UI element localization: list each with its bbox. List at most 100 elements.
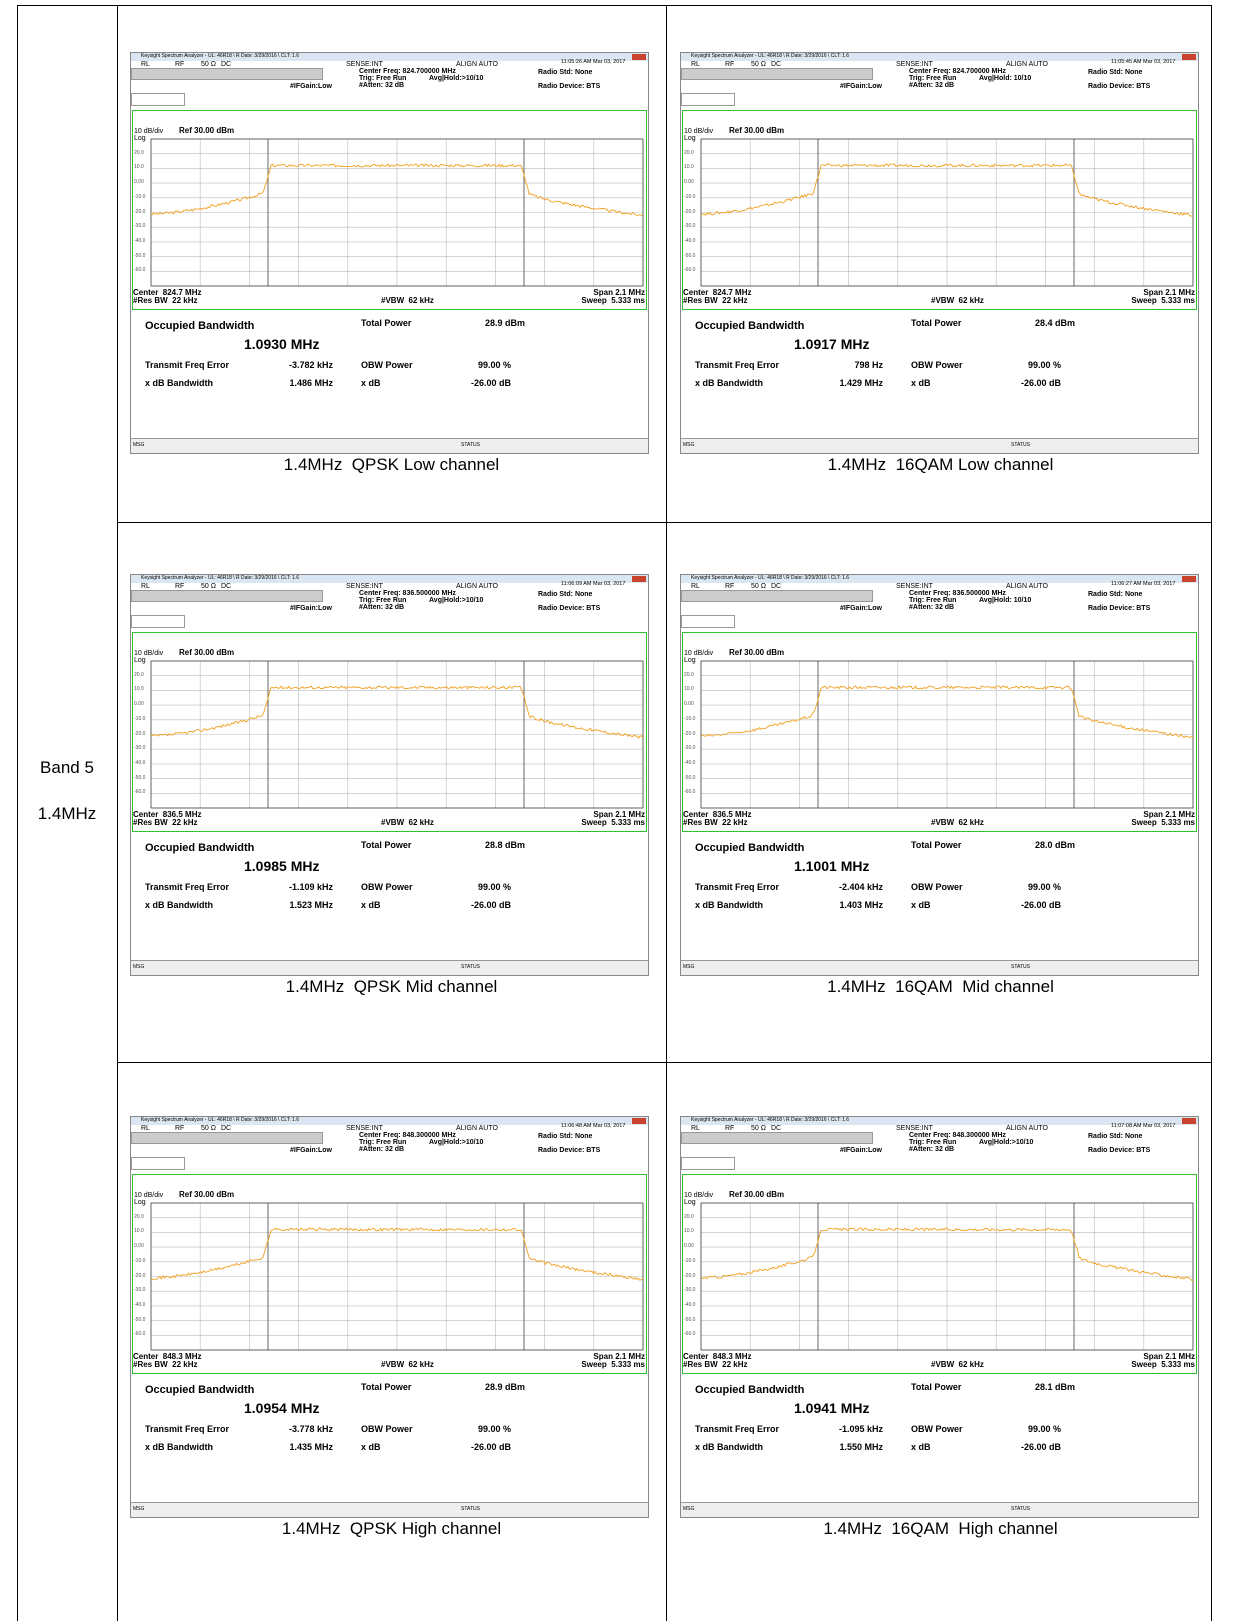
total-power-label: Total Power	[911, 319, 961, 328]
xdb-bw-value: 1.523 MHz	[271, 901, 333, 910]
y-label: -30.0	[684, 746, 695, 751]
freq-error-label: Transmit Freq Error	[145, 361, 229, 370]
obw-power-label: OBW Power	[911, 1425, 963, 1434]
res-bw: #Res BW 22 kHz	[683, 819, 747, 827]
msg: MSG	[133, 965, 144, 970]
y-label: -50.0	[134, 776, 145, 781]
spectrum-plot	[131, 575, 649, 976]
y-label: -50.0	[684, 776, 695, 781]
caption: 1.4MHz 16QAM Mid channel	[666, 977, 1215, 997]
y-label: 10.0	[134, 687, 144, 692]
total-power-label: Total Power	[361, 1383, 411, 1392]
analyzer-screenshot: Keysight Spectrum Analyzer - UL: 46R18 \…	[680, 1116, 1199, 1518]
occupied-bw-value: 1.0985 MHz	[244, 859, 319, 873]
status: STATUS	[1011, 965, 1030, 970]
y-label: 0.00	[684, 702, 694, 707]
y-label: -30.0	[134, 1288, 145, 1293]
y-label: -10.0	[684, 195, 695, 200]
status: STATUS	[461, 1507, 480, 1512]
y-label: 0.00	[684, 1244, 694, 1249]
y-label: -20.0	[134, 1274, 145, 1279]
obw-power-label: OBW Power	[361, 1425, 413, 1434]
analyzer-screenshot: Keysight Spectrum Analyzer - UL: 46R18 \…	[130, 574, 649, 976]
y-label: -10.0	[134, 1259, 145, 1264]
y-label: -10.0	[684, 717, 695, 722]
xdb-bw-label: x dB Bandwidth	[145, 901, 213, 910]
spectrum-plot	[681, 575, 1199, 976]
occupied-bw-label: Occupied Bandwidth	[145, 843, 254, 854]
xdb-bw-value: 1.403 MHz	[821, 901, 883, 910]
y-label: -50.0	[134, 1318, 145, 1323]
xdb-value: -26.00 dB	[451, 901, 511, 910]
occupied-bw-label: Occupied Bandwidth	[145, 1385, 254, 1396]
sweep: Sweep 5.333 ms	[1115, 819, 1195, 827]
xdb-label: x dB	[911, 901, 931, 910]
freq-error-label: Transmit Freq Error	[145, 883, 229, 892]
xdb-bw-value: 1.486 MHz	[271, 379, 333, 388]
y-label: 0.00	[134, 180, 144, 185]
msg: MSG	[683, 443, 694, 448]
band-name: Band 5	[17, 758, 117, 778]
table-border	[17, 5, 1212, 6]
y-label: 10.0	[684, 165, 694, 170]
page: Band 5 1.4MHz Keysight Spectrum Analyzer…	[0, 0, 1251, 1621]
y-label: -10.0	[134, 195, 145, 200]
msg: MSG	[683, 965, 694, 970]
xdb-label: x dB	[361, 1443, 381, 1452]
xdb-value: -26.00 dB	[451, 379, 511, 388]
obw-power-label: OBW Power	[911, 883, 963, 892]
table-border	[117, 522, 1212, 523]
total-power-value: 28.9 dBm	[485, 319, 525, 328]
xdb-label: x dB	[361, 901, 381, 910]
xdb-value: -26.00 dB	[451, 1443, 511, 1452]
status: STATUS	[461, 965, 480, 970]
y-label: -40.0	[684, 1303, 695, 1308]
sweep: Sweep 5.333 ms	[565, 1361, 645, 1369]
vbw: #VBW 62 kHz	[381, 819, 434, 827]
y-label: -20.0	[684, 210, 695, 215]
status: STATUS	[461, 443, 480, 448]
y-label: -40.0	[134, 239, 145, 244]
sweep: Sweep 5.333 ms	[565, 297, 645, 305]
freq-error-label: Transmit Freq Error	[145, 1425, 229, 1434]
xdb-bw-label: x dB Bandwidth	[695, 901, 763, 910]
analyzer-screenshot: Keysight Spectrum Analyzer - UL: 46R18 \…	[130, 1116, 649, 1518]
y-label: -50.0	[684, 1318, 695, 1323]
table-border	[666, 5, 667, 1621]
vbw: #VBW 62 kHz	[381, 1361, 434, 1369]
y-label: -30.0	[684, 1288, 695, 1293]
msg: MSG	[133, 443, 144, 448]
y-label: 10.0	[684, 1229, 694, 1234]
xdb-bw-value: 1.435 MHz	[271, 1443, 333, 1452]
y-label: -40.0	[134, 761, 145, 766]
xdb-bw-value: 1.550 MHz	[821, 1443, 883, 1452]
table-border	[117, 1062, 1212, 1063]
y-label: -10.0	[684, 1259, 695, 1264]
occupied-bw-label: Occupied Bandwidth	[695, 321, 804, 332]
y-label: -20.0	[684, 732, 695, 737]
sweep: Sweep 5.333 ms	[1115, 297, 1195, 305]
freq-error-value: -3.782 kHz	[271, 361, 333, 370]
total-power-label: Total Power	[911, 841, 961, 850]
obw-power-value: 99.00 %	[1007, 361, 1061, 370]
y-label: -10.0	[134, 717, 145, 722]
y-label: -30.0	[134, 224, 145, 229]
total-power-value: 28.1 dBm	[1035, 1383, 1075, 1392]
y-label: 20.0	[134, 151, 144, 156]
y-label: -40.0	[134, 1303, 145, 1308]
y-label: -40.0	[684, 761, 695, 766]
y-label: 20.0	[134, 673, 144, 678]
y-label: -40.0	[684, 239, 695, 244]
xdb-label: x dB	[911, 1443, 931, 1452]
total-power-label: Total Power	[361, 319, 411, 328]
status: STATUS	[1011, 443, 1030, 448]
freq-error-value: -2.404 kHz	[821, 883, 883, 892]
xdb-bw-label: x dB Bandwidth	[695, 379, 763, 388]
y-label: -60.0	[134, 1332, 145, 1337]
y-label: -50.0	[134, 254, 145, 259]
msg: MSG	[683, 1507, 694, 1512]
total-power-value: 28.4 dBm	[1035, 319, 1075, 328]
xdb-label: x dB	[361, 379, 381, 388]
band-bandwidth: 1.4MHz	[17, 804, 117, 824]
y-label: 10.0	[134, 165, 144, 170]
